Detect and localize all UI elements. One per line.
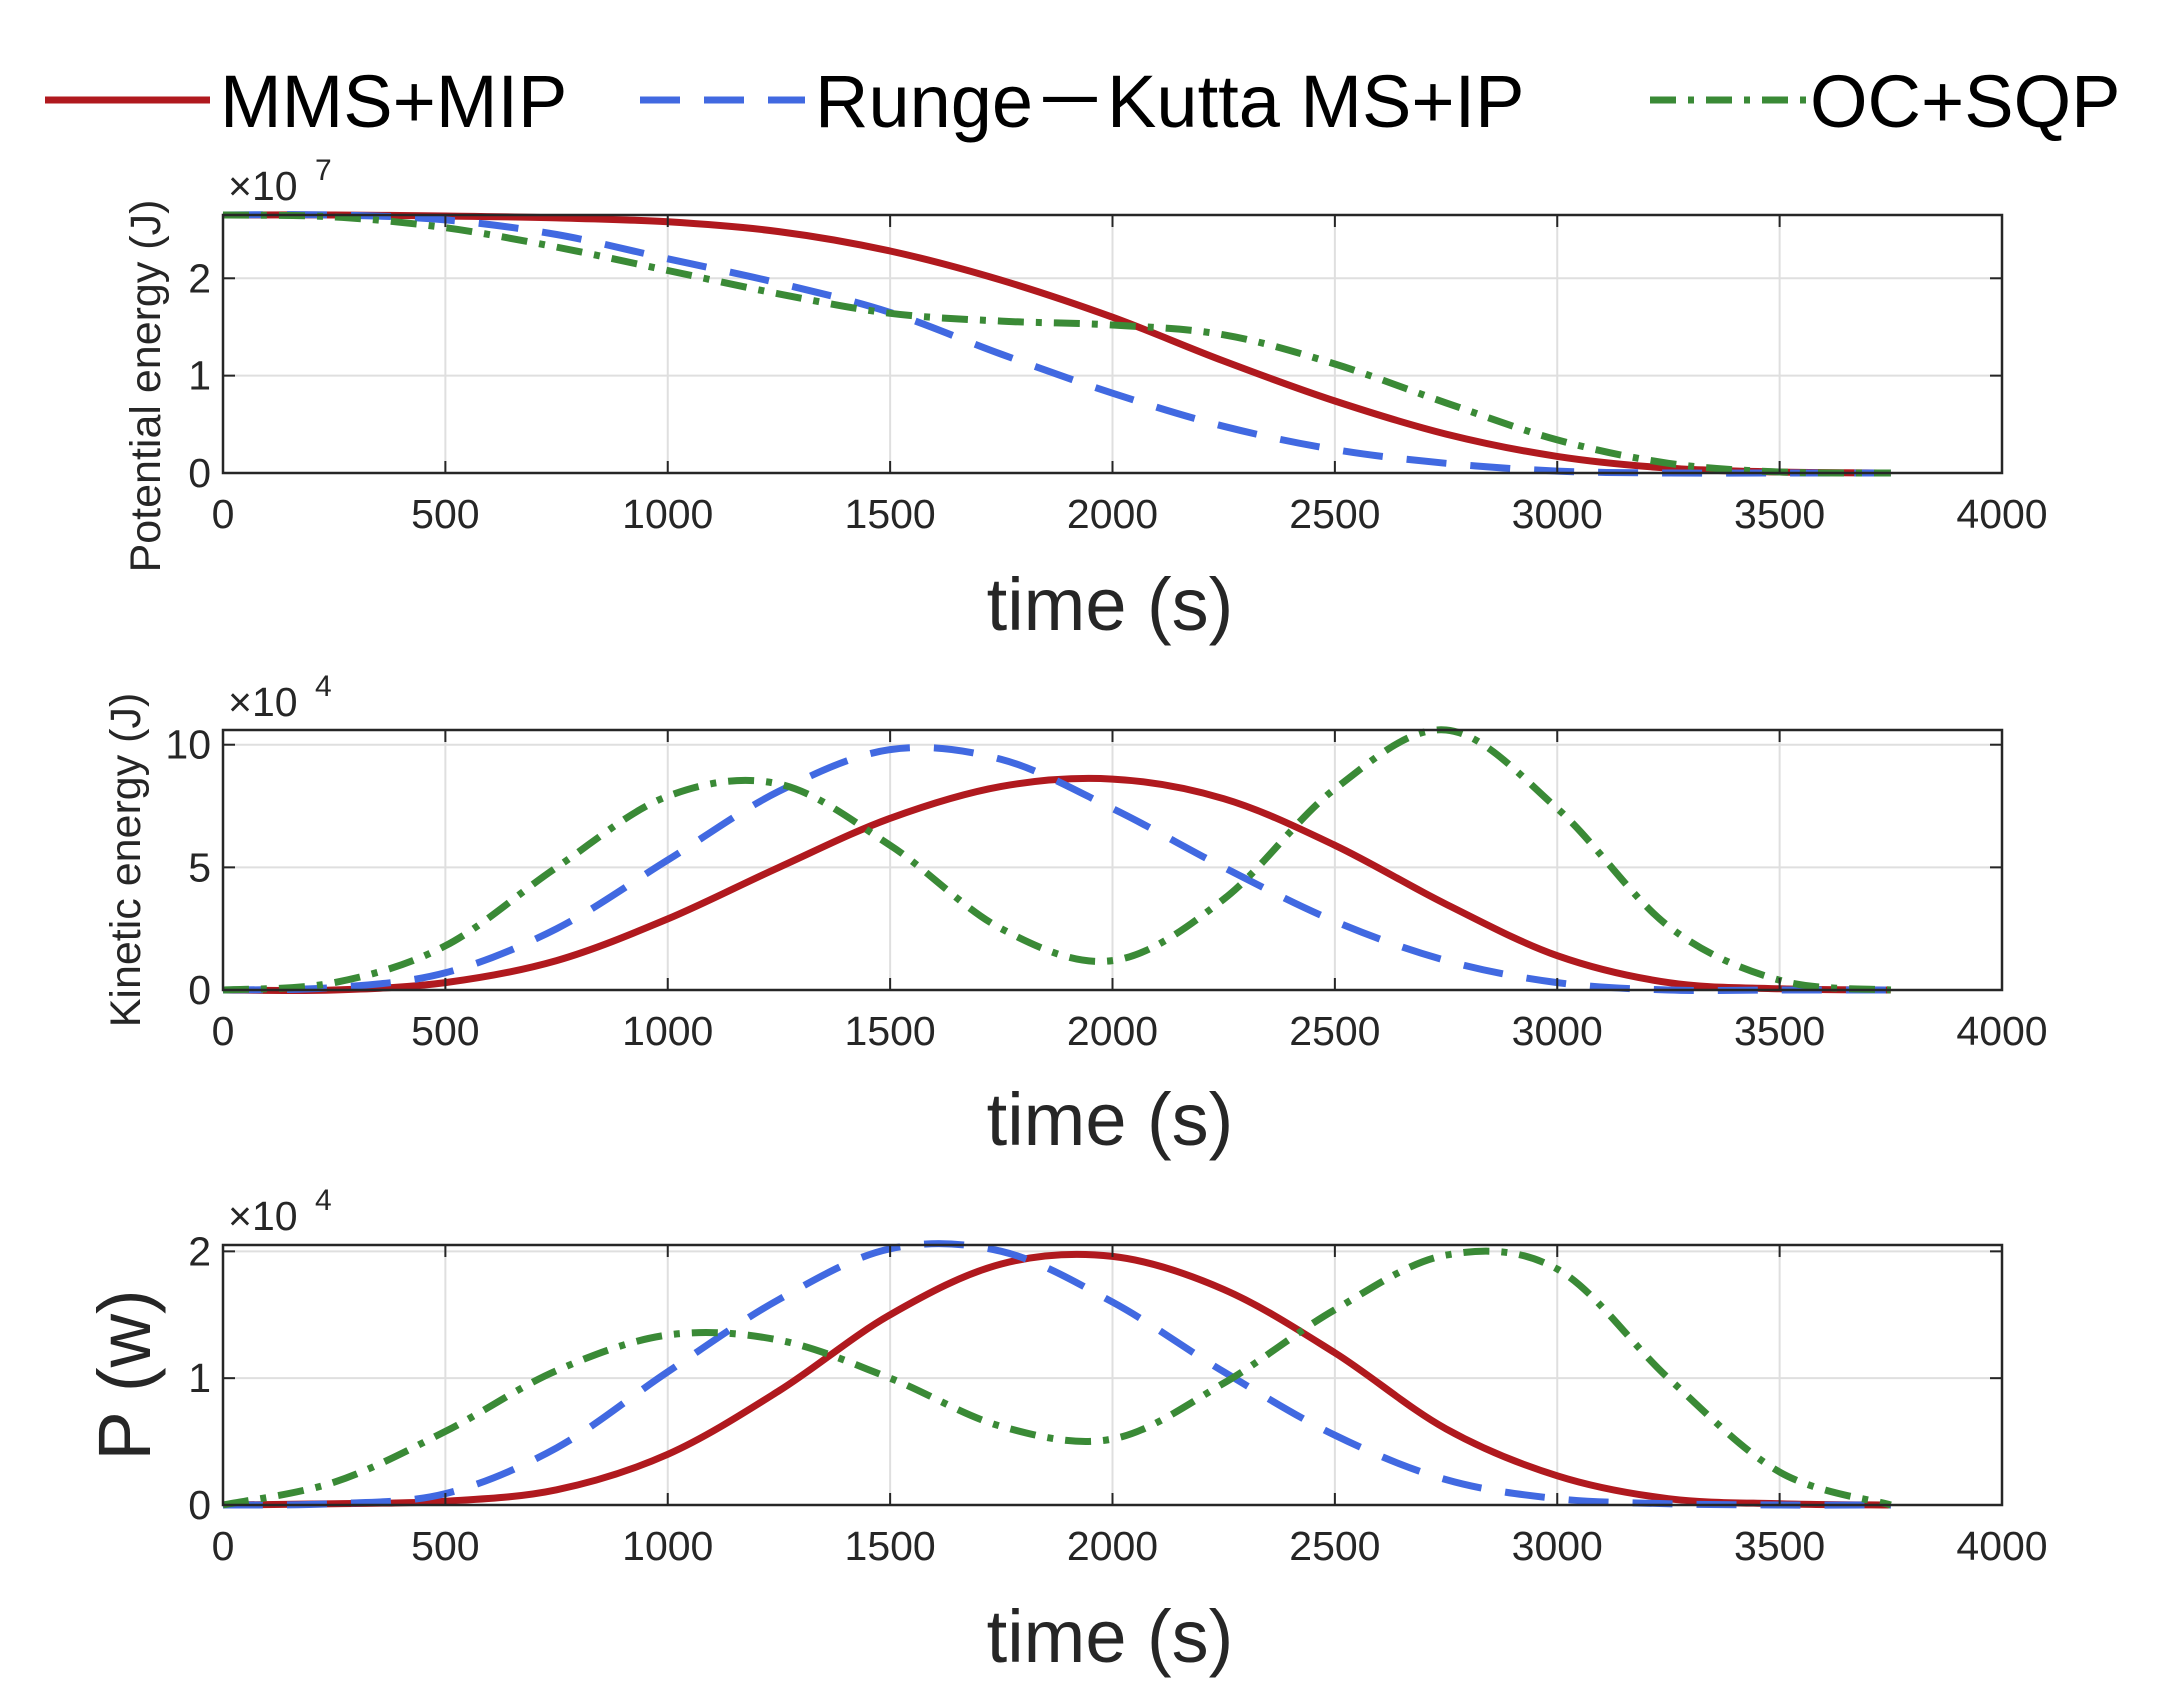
series-line-runge-kutta	[222, 744, 1891, 995]
y-tick-label: 10	[165, 722, 211, 768]
x-tick-label: 4000	[1956, 491, 2047, 537]
y-multiplier-exp-kinetic: 4	[315, 670, 332, 703]
series-line-oc-sqp	[222, 1247, 1892, 1509]
x-axis-label-power: time (s)	[987, 1595, 1234, 1678]
y-tick-label: 2	[188, 255, 211, 301]
y-multiplier-exp-potential: 7	[315, 154, 332, 187]
x-tick-label: 500	[411, 1008, 479, 1054]
x-tick-label: 3000	[1512, 491, 1603, 537]
x-tick-label: 2500	[1289, 1523, 1380, 1569]
y-axis-label-potential: Potential energy (J)	[122, 200, 170, 573]
y-tick-label: 0	[188, 967, 211, 1013]
x-tick-label: 1000	[622, 1523, 713, 1569]
x-tick-label: 2500	[1289, 491, 1380, 537]
series-group-power	[222, 1240, 1892, 1509]
y-multiplier-power: ×10	[228, 1193, 298, 1239]
y-tick-label: 2	[188, 1228, 211, 1274]
y-tick-label: 5	[188, 844, 211, 890]
chart-kinetic-energy: ×10 4 Kinetic energy (J) time (s) 0 500 10…	[102, 670, 2048, 1161]
y-multiplier-kinetic: ×10	[228, 679, 298, 725]
x-tick-label: 0	[212, 1523, 235, 1569]
x-axis-label-kinetic: time (s)	[987, 1078, 1234, 1161]
y-tick-label: 0	[188, 1482, 211, 1528]
x-axis-label-potential: time (s)	[987, 563, 1234, 646]
chart-power: ×10 4 P (w) time (s) 0 500 1000 1500 2000 250…	[83, 1184, 2048, 1678]
series-line-mms-mip	[222, 211, 1891, 477]
y-multiplier-potential: ×10	[228, 163, 298, 209]
x-tick-label: 2500	[1289, 1008, 1380, 1054]
legend-label-runge-kutta: Runge－Kutta MS+IP	[815, 60, 1525, 143]
x-tick-label: 1500	[845, 1523, 936, 1569]
series-line-oc-sqp	[222, 211, 1891, 477]
x-tick-label: 4000	[1956, 1523, 2047, 1569]
y-tick-label: 1	[188, 1355, 211, 1401]
x-tick-label: 0	[212, 491, 235, 537]
x-tick-label: 1000	[622, 1008, 713, 1054]
ticks-power: 0 500 1000 1500 2000 2500 3000 3500 4000 0 1 2	[188, 1228, 2047, 1569]
ticks-potential: 0 500 1000 1500 2000 2500 3000 3500 4000 0 1 2	[188, 215, 2048, 537]
x-tick-label: 2000	[1067, 491, 1158, 537]
x-tick-label: 500	[411, 1523, 479, 1569]
y-axis-label-kinetic: Kinetic energy (J)	[102, 693, 150, 1028]
legend-label-oc-sqp: OC+SQP	[1810, 60, 2121, 143]
x-tick-label: 3000	[1512, 1008, 1603, 1054]
ticks-kinetic: 0 500 1000 1500 2000 2500 3000 3500 4000 0 5 10	[165, 722, 2047, 1054]
x-tick-label: 1000	[622, 491, 713, 537]
y-tick-label: 1	[188, 353, 211, 399]
x-tick-label: 2000	[1067, 1523, 1158, 1569]
x-tick-label: 3000	[1512, 1523, 1603, 1569]
y-multiplier-exp-power: 4	[315, 1184, 332, 1217]
x-tick-label: 1500	[845, 491, 936, 537]
chart-potential-energy: ×10 7 Potential energy (J) time (s) 0 500…	[122, 154, 2048, 646]
legend-label-mms-mip: MMS+MIP	[220, 60, 567, 143]
x-tick-label: 3500	[1734, 491, 1825, 537]
legend: MMS+MIP Runge－Kutta MS+IP OC+SQP	[45, 60, 2121, 143]
x-tick-label: 3500	[1734, 1008, 1825, 1054]
series-line-runge-kutta	[222, 1240, 1891, 1509]
x-tick-label: 500	[411, 491, 479, 537]
series-group-kinetic	[222, 726, 1892, 995]
series-line-mms-mip	[222, 1250, 1891, 1509]
x-tick-label: 2000	[1067, 1008, 1158, 1054]
series-line-oc-sqp	[222, 726, 1892, 994]
x-tick-label: 4000	[1956, 1008, 2047, 1054]
y-axis-label-power: P (w)	[83, 1289, 166, 1460]
x-tick-label: 3500	[1734, 1523, 1825, 1569]
x-tick-label: 1500	[845, 1008, 936, 1054]
y-tick-label: 0	[188, 450, 211, 496]
series-line-mms-mip	[222, 774, 1891, 995]
x-tick-label: 0	[212, 1008, 235, 1054]
